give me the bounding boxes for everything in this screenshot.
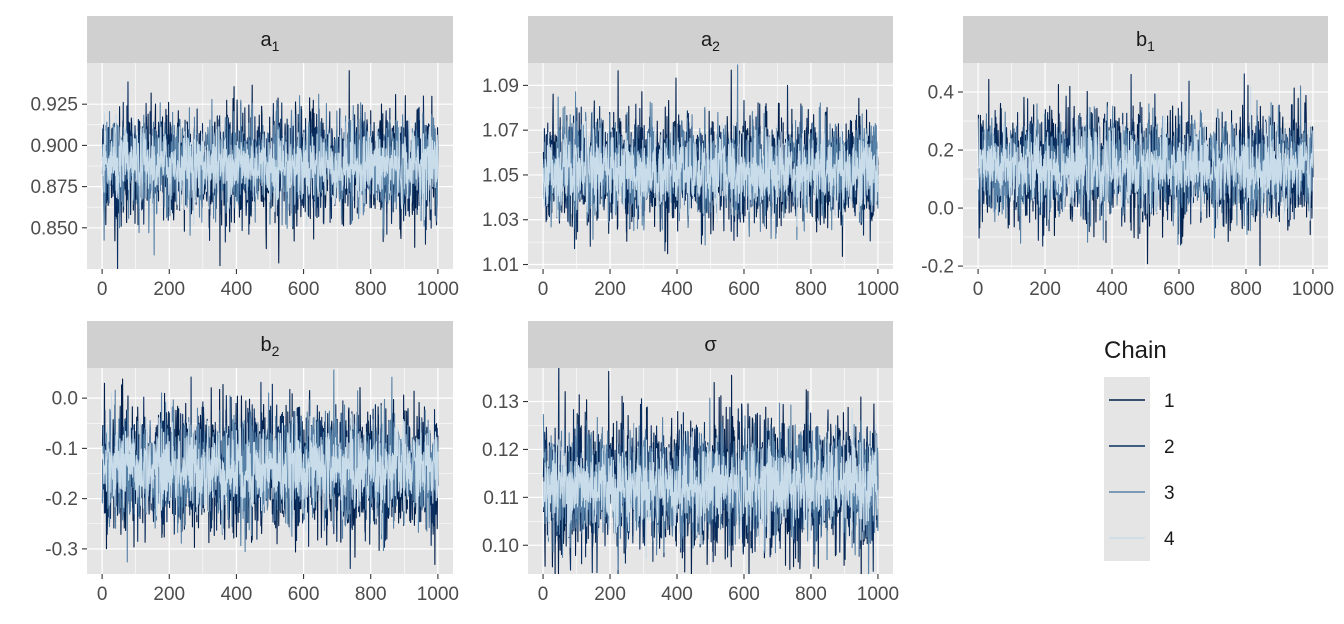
strip-label-b1: b1	[1136, 29, 1155, 54]
x-tick-label: 0	[538, 584, 549, 605]
strip-label-b2: b2	[261, 334, 280, 359]
x-tick-label: 0	[97, 584, 108, 605]
legend-label-2: 2	[1164, 437, 1175, 458]
x-tick-label: 800	[795, 279, 827, 300]
x-tick-label: 800	[795, 584, 827, 605]
x-tick-label: 400	[661, 279, 693, 300]
legend-label-3: 3	[1164, 483, 1175, 504]
strip-a2	[528, 16, 893, 63]
strip-a1	[87, 16, 453, 63]
y-tick-label: 0.0	[52, 389, 78, 410]
y-tick-label: 1.09	[482, 76, 519, 97]
y-tick-label: 1.03	[482, 210, 519, 231]
legend: Chain 1 2 3 4	[1104, 337, 1175, 561]
x-tick-label: 1000	[417, 279, 459, 300]
traces-sigma	[542, 368, 879, 574]
x-tick-label: 200	[153, 279, 185, 300]
strip-label-a1: a1	[261, 29, 280, 54]
strip-label-sigma: σ	[704, 334, 717, 356]
x-tick-label: 800	[1230, 279, 1262, 300]
x-tick-label: 200	[594, 584, 626, 605]
strip-sigma	[528, 321, 893, 368]
y-tick-label: 0.11	[483, 488, 519, 509]
y-tick-label: 0.900	[30, 136, 78, 157]
x-tick-label: 0	[973, 279, 984, 300]
y-tick-label: -0.1	[45, 439, 78, 460]
trace-a2-chain-4	[542, 120, 879, 227]
y-tick-label: 0.0	[928, 199, 954, 220]
y-tick-label: 0.10	[482, 536, 519, 557]
trace-b2-chain-4	[101, 392, 439, 535]
x-tick-label: 200	[1029, 279, 1061, 300]
x-tick-label: 800	[355, 279, 387, 300]
y-tick-label: 0.875	[30, 177, 78, 198]
x-tick-label: 800	[355, 584, 387, 605]
x-tick-label: 400	[661, 584, 693, 605]
trace-a1-chain-4	[101, 112, 439, 228]
y-tick-label: -0.2	[921, 257, 954, 278]
x-tick-label: 600	[1163, 279, 1195, 300]
legend-title: Chain	[1104, 337, 1167, 364]
x-tick-label: 1000	[857, 584, 899, 605]
trace-b1-chain-4	[977, 86, 1314, 226]
y-tick-label: 1.01	[482, 255, 519, 276]
x-tick-label: 1000	[417, 584, 459, 605]
traces-a1	[101, 70, 439, 269]
x-tick-label: 600	[728, 279, 760, 300]
trace-sigma-chain-4	[542, 408, 879, 559]
y-tick-label: 0.4	[928, 83, 955, 104]
traces-b2	[101, 369, 439, 570]
y-tick-label: -0.2	[45, 489, 78, 510]
y-tick-label: 0.850	[30, 218, 78, 239]
traces-b1	[977, 73, 1314, 267]
legend-label-4: 4	[1164, 529, 1175, 550]
strip-b2	[87, 321, 453, 368]
strip-label-a2: a2	[701, 29, 720, 54]
panel-b2: b2 -0.3 -0.2 -0.1 0.0 0 200 400 600 800 1000	[45, 321, 459, 605]
panel-b1: b1 -0.2 0.0 0.2 0.4 0 200 400 600 800 1000	[921, 16, 1334, 300]
x-tick-label: 200	[153, 584, 185, 605]
x-tick-label: 600	[288, 279, 320, 300]
y-tick-label: 0.2	[928, 141, 954, 162]
x-tick-label: 0	[97, 279, 108, 300]
y-tick-label: 1.05	[482, 165, 519, 186]
x-tick-label: 1000	[1292, 279, 1334, 300]
panel-sigma: σ 0.10 0.11 0.12 0.13 0 200 400 600 800 1000	[482, 321, 899, 605]
traces-a2	[542, 64, 879, 257]
x-tick-label: 200	[594, 279, 626, 300]
x-tick-label: 400	[1096, 279, 1128, 300]
x-tick-label: 600	[288, 584, 320, 605]
legend-label-1: 1	[1164, 391, 1175, 412]
panel-a2: a2 1.01 1.03 1.05 1.07 1.09 0 200 400 600 800 1000	[482, 16, 899, 300]
y-tick-label: -0.3	[45, 539, 78, 560]
x-tick-label: 1000	[857, 279, 899, 300]
x-tick-label: 0	[538, 279, 549, 300]
x-tick-label: 400	[221, 279, 253, 300]
y-tick-label: 0.925	[30, 95, 78, 116]
panel-a1: a1 0.850 0.875 0.900 0.925 0 200 400 600 800 1000	[30, 16, 459, 300]
y-tick-label: 0.13	[482, 392, 519, 413]
x-tick-label: 400	[221, 584, 253, 605]
x-tick-label: 600	[728, 584, 760, 605]
strip-b1	[963, 16, 1328, 63]
y-tick-label: 0.12	[482, 440, 519, 461]
y-tick-label: 1.07	[482, 121, 519, 142]
